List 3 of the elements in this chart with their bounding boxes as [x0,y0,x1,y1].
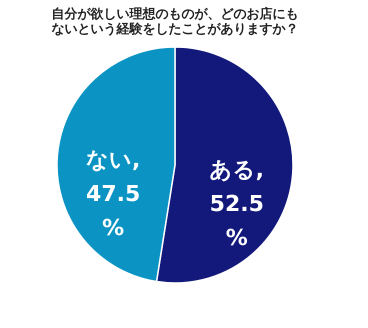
slice-label: ない, 47.5 % [86,148,140,242]
chart-title: 自分が欲しい理想のものが、どのお店にもないという経験をしたことがありますか？ [52,6,298,37]
slice-label: ある, 52.5 % [210,158,264,251]
